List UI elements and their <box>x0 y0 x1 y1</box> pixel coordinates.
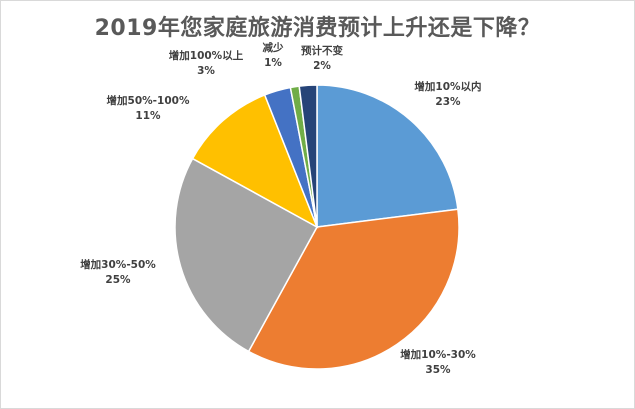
slice-value-label: 23% <box>435 96 461 108</box>
pie-slices <box>174 84 460 370</box>
pie-slice-2 <box>247 208 460 370</box>
slice-category-label: 增加100%以上 <box>169 49 244 62</box>
slice-value-label: 3% <box>197 65 215 77</box>
pie-slice-7 <box>298 84 318 228</box>
slice-category-label: 减少 <box>263 41 284 54</box>
pie-slice-4 <box>191 93 319 229</box>
pie-labels: 增加10%以内 23% 增加10%-30% 35% 增加30%-50% 25% 增加50%-… <box>80 41 481 376</box>
pie-slice-3 <box>174 157 319 353</box>
pie-slice-1 <box>316 84 459 228</box>
slice-category-label: 增加10%以内 <box>414 80 481 93</box>
slice-value-label: 1% <box>264 57 282 69</box>
slice-value-label: 25% <box>105 274 131 286</box>
slice-value-label: 11% <box>135 110 161 122</box>
slice-category-label: 增加10%-30% <box>400 348 476 361</box>
slice-value-label: 35% <box>425 364 451 376</box>
slice-category-label: 增加30%-50% <box>80 258 156 271</box>
slice-value-label: 2% <box>313 60 331 72</box>
slice-category-label: 增加50%-100% <box>107 94 190 107</box>
chart-title: 2019年您家庭旅游消费预计上升还是下降？ <box>94 16 541 41</box>
slice-category-label: 预计不变 <box>301 44 343 57</box>
